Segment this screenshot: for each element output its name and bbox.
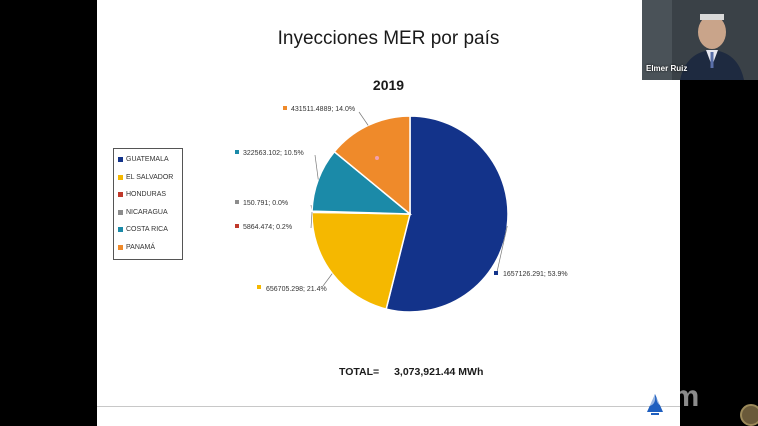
- total-summary: TOTAL= 3,073,921.44 MWh: [339, 366, 483, 378]
- chart-legend: GUATEMALA EL SALVADOR HONDURAS NICARAGUA COS…: [113, 148, 183, 260]
- leader-line: [310, 211, 313, 229]
- legend-label: NICARAGUA: [126, 208, 168, 216]
- legend-label: EL SALVADOR: [126, 173, 174, 181]
- data-label: 656705.298; 21.4%: [266, 286, 327, 293]
- legend-item: COSTA RICA: [114, 221, 182, 239]
- participant-name: Elmer Ruiz: [646, 64, 688, 73]
- legend-swatch: [118, 174, 123, 180]
- footer-divider: [97, 406, 680, 407]
- emblem-icon: [740, 404, 758, 426]
- legend-swatch: [118, 209, 123, 215]
- data-label: 5864.474; 0.2%: [243, 224, 292, 231]
- participant-video[interactable]: [642, 0, 758, 80]
- data-label-swatch: [283, 106, 287, 110]
- data-label: 1657126.291; 53.9%: [503, 271, 568, 278]
- zoom-watermark: zoom: [624, 380, 699, 413]
- data-label: 322563.102; 10.5%: [243, 150, 304, 157]
- data-label-swatch: [257, 285, 261, 289]
- total-value: 3,073,921.44 MWh: [394, 366, 484, 378]
- legend-label: COSTA RICA: [126, 226, 168, 234]
- pie-slice-panam-: [333, 115, 411, 216]
- legend-swatch: [118, 227, 123, 233]
- data-label: 431511.4889; 14.0%: [291, 106, 355, 113]
- legend-label: HONDURAS: [126, 191, 167, 199]
- legend-swatch: [118, 244, 123, 250]
- pie-chart: 1657126.291; 53.9% 656705.298; 21.4% 5864.…: [235, 106, 568, 313]
- legend-label: PANAMÁ: [126, 243, 156, 251]
- legend-swatch: [118, 192, 123, 198]
- chart-title: 2019: [372, 77, 405, 93]
- legend-item: GUATEMALA: [114, 151, 182, 169]
- total-label: TOTAL=: [339, 366, 380, 378]
- presentation-slide: Inyecciones MER por país 2019 1657126.29…: [97, 0, 680, 426]
- leader-line: [496, 225, 508, 273]
- legend-item: HONDURAS: [114, 186, 182, 204]
- leader-line: [314, 154, 319, 180]
- legend-item: PANAMÁ: [114, 239, 182, 257]
- participant-avatar: [642, 0, 758, 80]
- legend-item: EL SALVADOR: [114, 169, 182, 187]
- data-label-swatch: [235, 224, 239, 228]
- slide-title: Inyecciones MER por país: [277, 28, 500, 49]
- data-label: 150.791; 0.0%: [243, 200, 288, 207]
- cursor-marker: [375, 156, 379, 160]
- organization-logo-icon: [647, 394, 663, 415]
- data-label-swatch: [235, 200, 239, 204]
- legend-label: GUATEMALA: [126, 156, 169, 164]
- data-label-swatch: [235, 150, 239, 154]
- leader-line: [322, 273, 333, 287]
- leader-line: [358, 111, 369, 126]
- data-label-swatch: [494, 271, 498, 275]
- legend-item: NICARAGUA: [114, 204, 182, 222]
- legend-swatch: [118, 157, 123, 163]
